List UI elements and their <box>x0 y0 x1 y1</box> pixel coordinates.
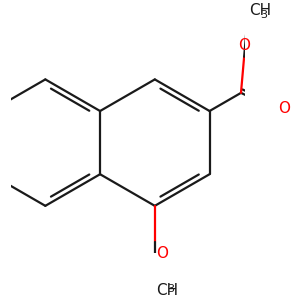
Text: CH: CH <box>156 283 178 298</box>
Text: 3: 3 <box>167 284 175 294</box>
Text: CH: CH <box>249 3 271 18</box>
Text: O: O <box>156 246 168 261</box>
Text: O: O <box>278 101 290 116</box>
Text: 3: 3 <box>260 10 267 20</box>
Text: O: O <box>238 38 250 52</box>
